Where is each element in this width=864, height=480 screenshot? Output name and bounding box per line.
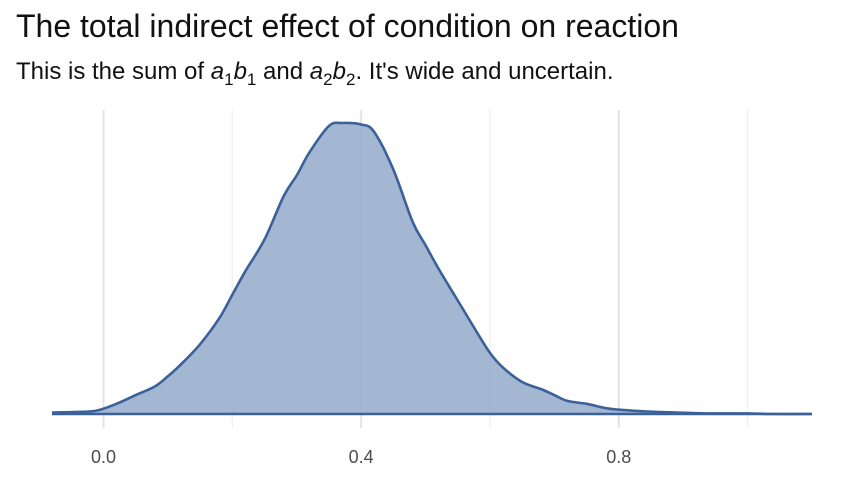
density-area	[52, 122, 812, 415]
subtitle-a1-sub: 1	[224, 70, 234, 89]
subtitle-b2-sub: 2	[345, 70, 356, 89]
subtitle-a1: a	[210, 58, 225, 85]
subtitle-b2: b	[332, 58, 346, 85]
x-tick-layer: 0.0 0.4 0.8	[91, 447, 631, 467]
subtitle-conj: and	[256, 58, 310, 85]
chart-title: The total indirect effect of condition o…	[16, 8, 679, 44]
chart-subtitle: This is the sum of a1b1 and a2b2. It's w…	[16, 58, 614, 89]
subtitle-a2-sub: 2	[323, 70, 333, 89]
subtitle-b1: b	[233, 58, 247, 85]
density-line	[51, 121, 813, 416]
x-tick-label: 0.4	[349, 447, 374, 467]
x-tick-label: 0.8	[606, 447, 631, 467]
subtitle-prefix: This is the sum of	[16, 58, 211, 85]
x-tick-label: 0.0	[91, 447, 116, 467]
subtitle-b1-sub: 1	[246, 70, 257, 89]
subtitle-suffix: . It's wide and uncertain.	[355, 58, 614, 85]
subtitle-a2: a	[309, 58, 324, 85]
density-area-layer	[51, 121, 813, 416]
